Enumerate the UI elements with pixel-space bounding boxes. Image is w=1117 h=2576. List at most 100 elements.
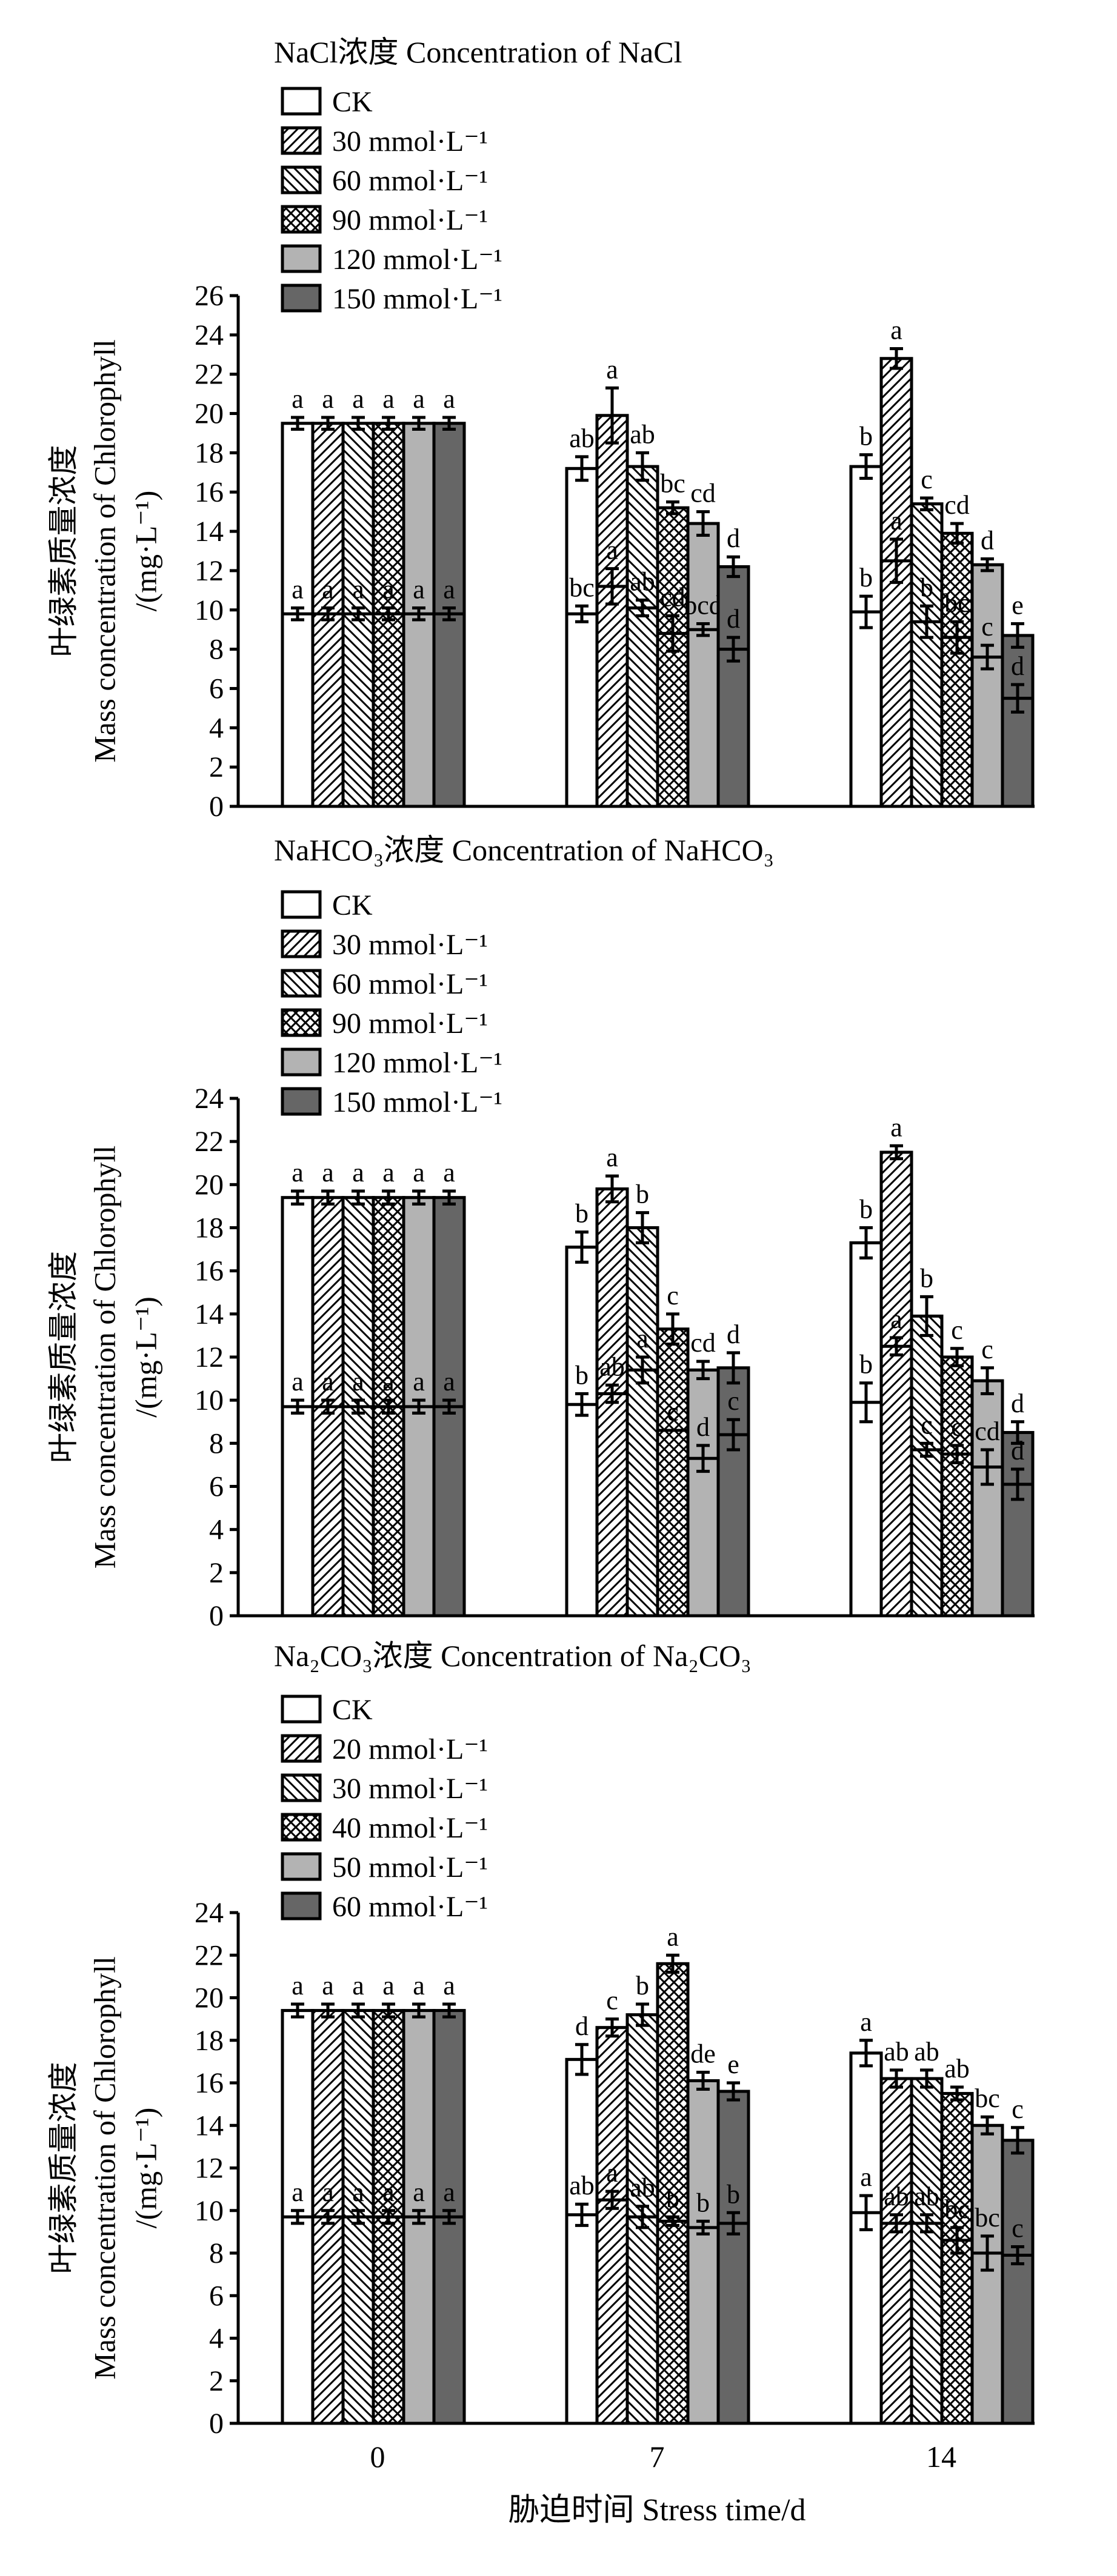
bar-total [595, 2026, 629, 2425]
significance-letter: b [859, 563, 873, 593]
y-tick-label: 24 [195, 319, 224, 351]
bar-total [879, 2077, 913, 2425]
legend-label: 60 mmol·L⁻¹ [332, 1891, 488, 1923]
bar-total [625, 465, 659, 808]
legend-swatch [281, 1891, 322, 1920]
bar-total [565, 1246, 599, 1618]
chart-panel-3: Na₂CO₃浓度 Concentration of Na₂CO₃ CK 20 mmo… [46, 1639, 1035, 2474]
significance-letter: bc [975, 2203, 1000, 2232]
legend-swatch [281, 1695, 322, 1724]
y-tick-label: 2 [209, 1557, 224, 1589]
significance-letter: bc [944, 2194, 970, 2224]
bar-total [970, 563, 1004, 808]
y-tick-label: 22 [195, 1126, 224, 1158]
y-tick-label: 22 [195, 1939, 224, 1971]
bar-total [1001, 2139, 1035, 2425]
panel-title: NaHCO₃浓度 Concentration of NaHCO₃ [274, 833, 774, 867]
significance-letter: cd [975, 1416, 1000, 1446]
legend-swatch [281, 87, 322, 116]
y-tick-label: 2 [209, 2365, 224, 2397]
y-tick-label: 2 [209, 751, 224, 783]
legend-label: 150 mmol·L⁻¹ [332, 283, 502, 315]
significance-letter: bc [975, 2083, 1000, 2113]
significance-letter: a [860, 2007, 872, 2037]
significance-letter: a [413, 2177, 425, 2207]
bar-total [656, 1327, 690, 1618]
x-tick-label: 0 [370, 2440, 385, 2474]
legend-swatch [281, 244, 322, 273]
legend-swatch [281, 1047, 322, 1077]
legend-label: 40 mmol·L⁻¹ [332, 1812, 488, 1844]
bar-total [849, 2051, 883, 2425]
significance-letter: a [860, 2162, 872, 2192]
significance-letter: a [352, 1158, 364, 1187]
y-tick-label: 0 [209, 2408, 224, 2440]
significance-letter: a [322, 1971, 334, 2000]
significance-letter: d [981, 525, 994, 555]
significance-letter: a [292, 1971, 304, 2000]
bar-total [879, 1150, 913, 1618]
significance-letter: ab [884, 2182, 909, 2211]
y-tick-label: 14 [195, 2110, 224, 2142]
significance-letter: a [382, 1971, 395, 2000]
y-tick-label: 4 [209, 712, 224, 744]
significance-letter: d [1011, 651, 1024, 681]
bar-total [656, 506, 690, 808]
y-tick-label: 16 [195, 476, 224, 508]
significance-letter: a [890, 1112, 902, 1142]
significance-letter: a [352, 1971, 364, 2000]
significance-letter: d [575, 2011, 589, 2041]
bar-total [686, 2079, 720, 2425]
legend-swatch [281, 205, 322, 234]
y-tick-label: 20 [195, 1982, 224, 2014]
legend-swatch [281, 1773, 322, 1802]
significance-letter: ab [569, 2171, 595, 2200]
significance-letter: cd [944, 490, 970, 520]
legend-swatch [281, 1852, 322, 1881]
significance-letter: b [727, 2179, 740, 2209]
legend-label: 60 mmol·L⁻¹ [332, 968, 488, 1000]
y-tick-label: 16 [195, 1255, 224, 1287]
significance-letter: c [951, 1315, 963, 1345]
y-axis-title-line: Mass concentration of Chlorophyll [87, 339, 121, 763]
significance-letter: b [859, 1195, 873, 1224]
legend-label: 30 mmol·L⁻¹ [332, 1773, 488, 1805]
significance-letter: d [727, 604, 740, 634]
significance-letter: d [727, 1320, 740, 1349]
significance-letter: a [443, 1158, 455, 1187]
legend-swatch [281, 1087, 322, 1116]
legend-label: 90 mmol·L⁻¹ [332, 204, 488, 236]
significance-letter: a [352, 2177, 364, 2207]
significance-letter: c [921, 465, 933, 494]
y-tick-label: 14 [195, 516, 224, 548]
y-tick-label: 18 [195, 437, 224, 469]
significance-letter: c [951, 1412, 963, 1442]
legend-label: 30 mmol·L⁻¹ [332, 125, 488, 158]
significance-letter: b [859, 1350, 873, 1379]
y-tick-label: 4 [209, 1514, 224, 1546]
legend-label: 150 mmol·L⁻¹ [332, 1086, 502, 1118]
bar-total [565, 2057, 599, 2425]
significance-letter: c [667, 1397, 679, 1427]
y-axis-title-line: Mass concentration of Chlorophyll [87, 1146, 121, 1569]
significance-letter: ab [944, 2054, 970, 2083]
y-tick-label: 24 [195, 1897, 224, 1929]
significance-letter: c [606, 1986, 618, 2016]
significance-letter: d [696, 1412, 710, 1442]
bar-total [565, 466, 599, 808]
significance-letter: a [322, 1158, 334, 1187]
significance-letter: a [443, 2177, 455, 2207]
y-axis-title-line: 叶绿素质量浓度 [46, 445, 80, 657]
y-tick-label: 14 [195, 1298, 224, 1330]
significance-letter: a [352, 384, 364, 414]
panel-title: NaCl浓度 Concentration of NaCl [274, 35, 682, 69]
y-tick-label: 26 [195, 280, 224, 312]
bar-total [595, 414, 629, 808]
significance-letter: a [382, 384, 395, 414]
significance-letter: a [413, 575, 425, 605]
significance-letter: ab [914, 2037, 939, 2066]
legend-swatch [281, 284, 322, 313]
significance-letter: a [382, 2177, 395, 2207]
y-tick-label: 24 [195, 1083, 224, 1115]
